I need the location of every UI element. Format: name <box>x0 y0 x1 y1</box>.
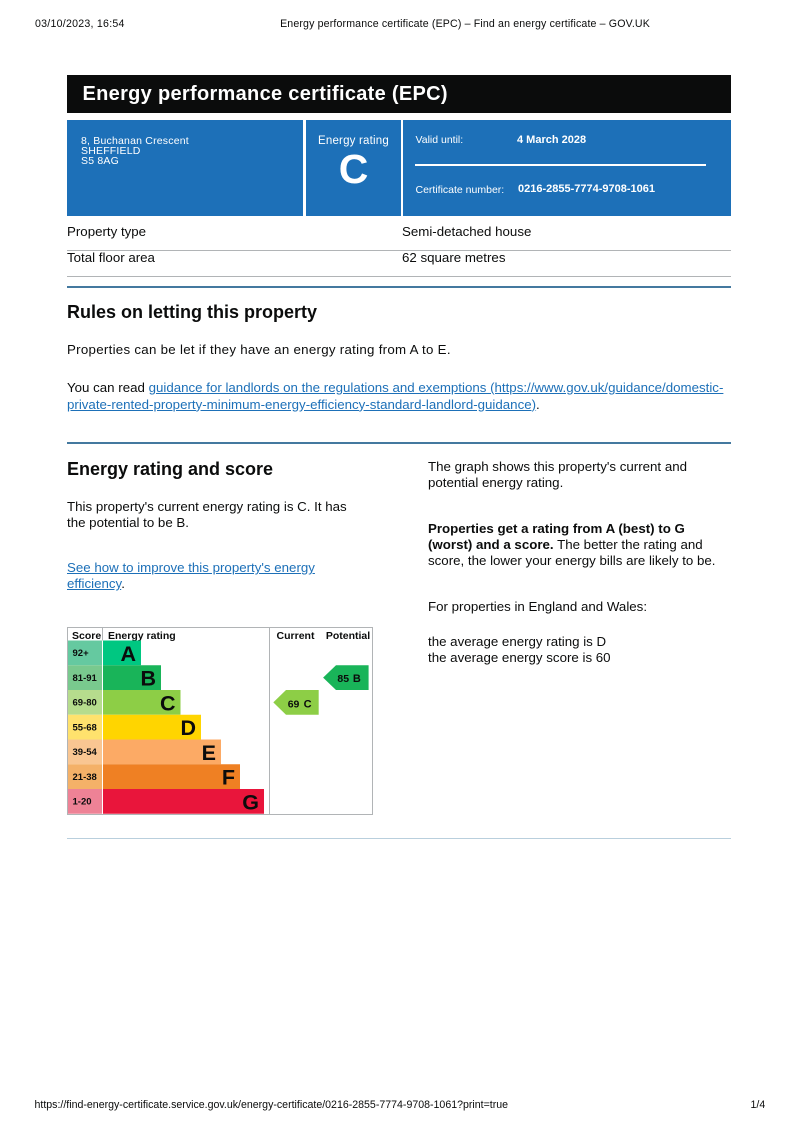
svg-text:G: G <box>242 790 259 814</box>
svg-text:81-91: 81-91 <box>73 673 98 684</box>
svg-text:1-20: 1-20 <box>73 797 92 808</box>
svg-text:F: F <box>222 766 235 790</box>
svg-text:69-80: 69-80 <box>73 698 97 709</box>
svg-text:E: E <box>202 741 216 765</box>
svg-text:Score: Score <box>72 630 101 642</box>
svg-text:C: C <box>304 699 312 711</box>
svg-text:C: C <box>160 691 176 715</box>
svg-text:Current: Current <box>277 630 315 642</box>
svg-text:A: A <box>120 642 136 666</box>
svg-text:B: B <box>140 667 156 691</box>
svg-text:B: B <box>353 673 361 685</box>
svg-text:21-38: 21-38 <box>73 772 97 783</box>
svg-text:55-68: 55-68 <box>73 722 97 733</box>
svg-text:92+: 92+ <box>73 648 90 659</box>
svg-text:Potential: Potential <box>326 630 370 642</box>
svg-text:Energy rating: Energy rating <box>108 630 176 642</box>
svg-text:D: D <box>180 716 196 740</box>
svg-text:39-54: 39-54 <box>73 747 98 758</box>
svg-text:69: 69 <box>288 699 300 711</box>
svg-text:85: 85 <box>337 673 349 685</box>
